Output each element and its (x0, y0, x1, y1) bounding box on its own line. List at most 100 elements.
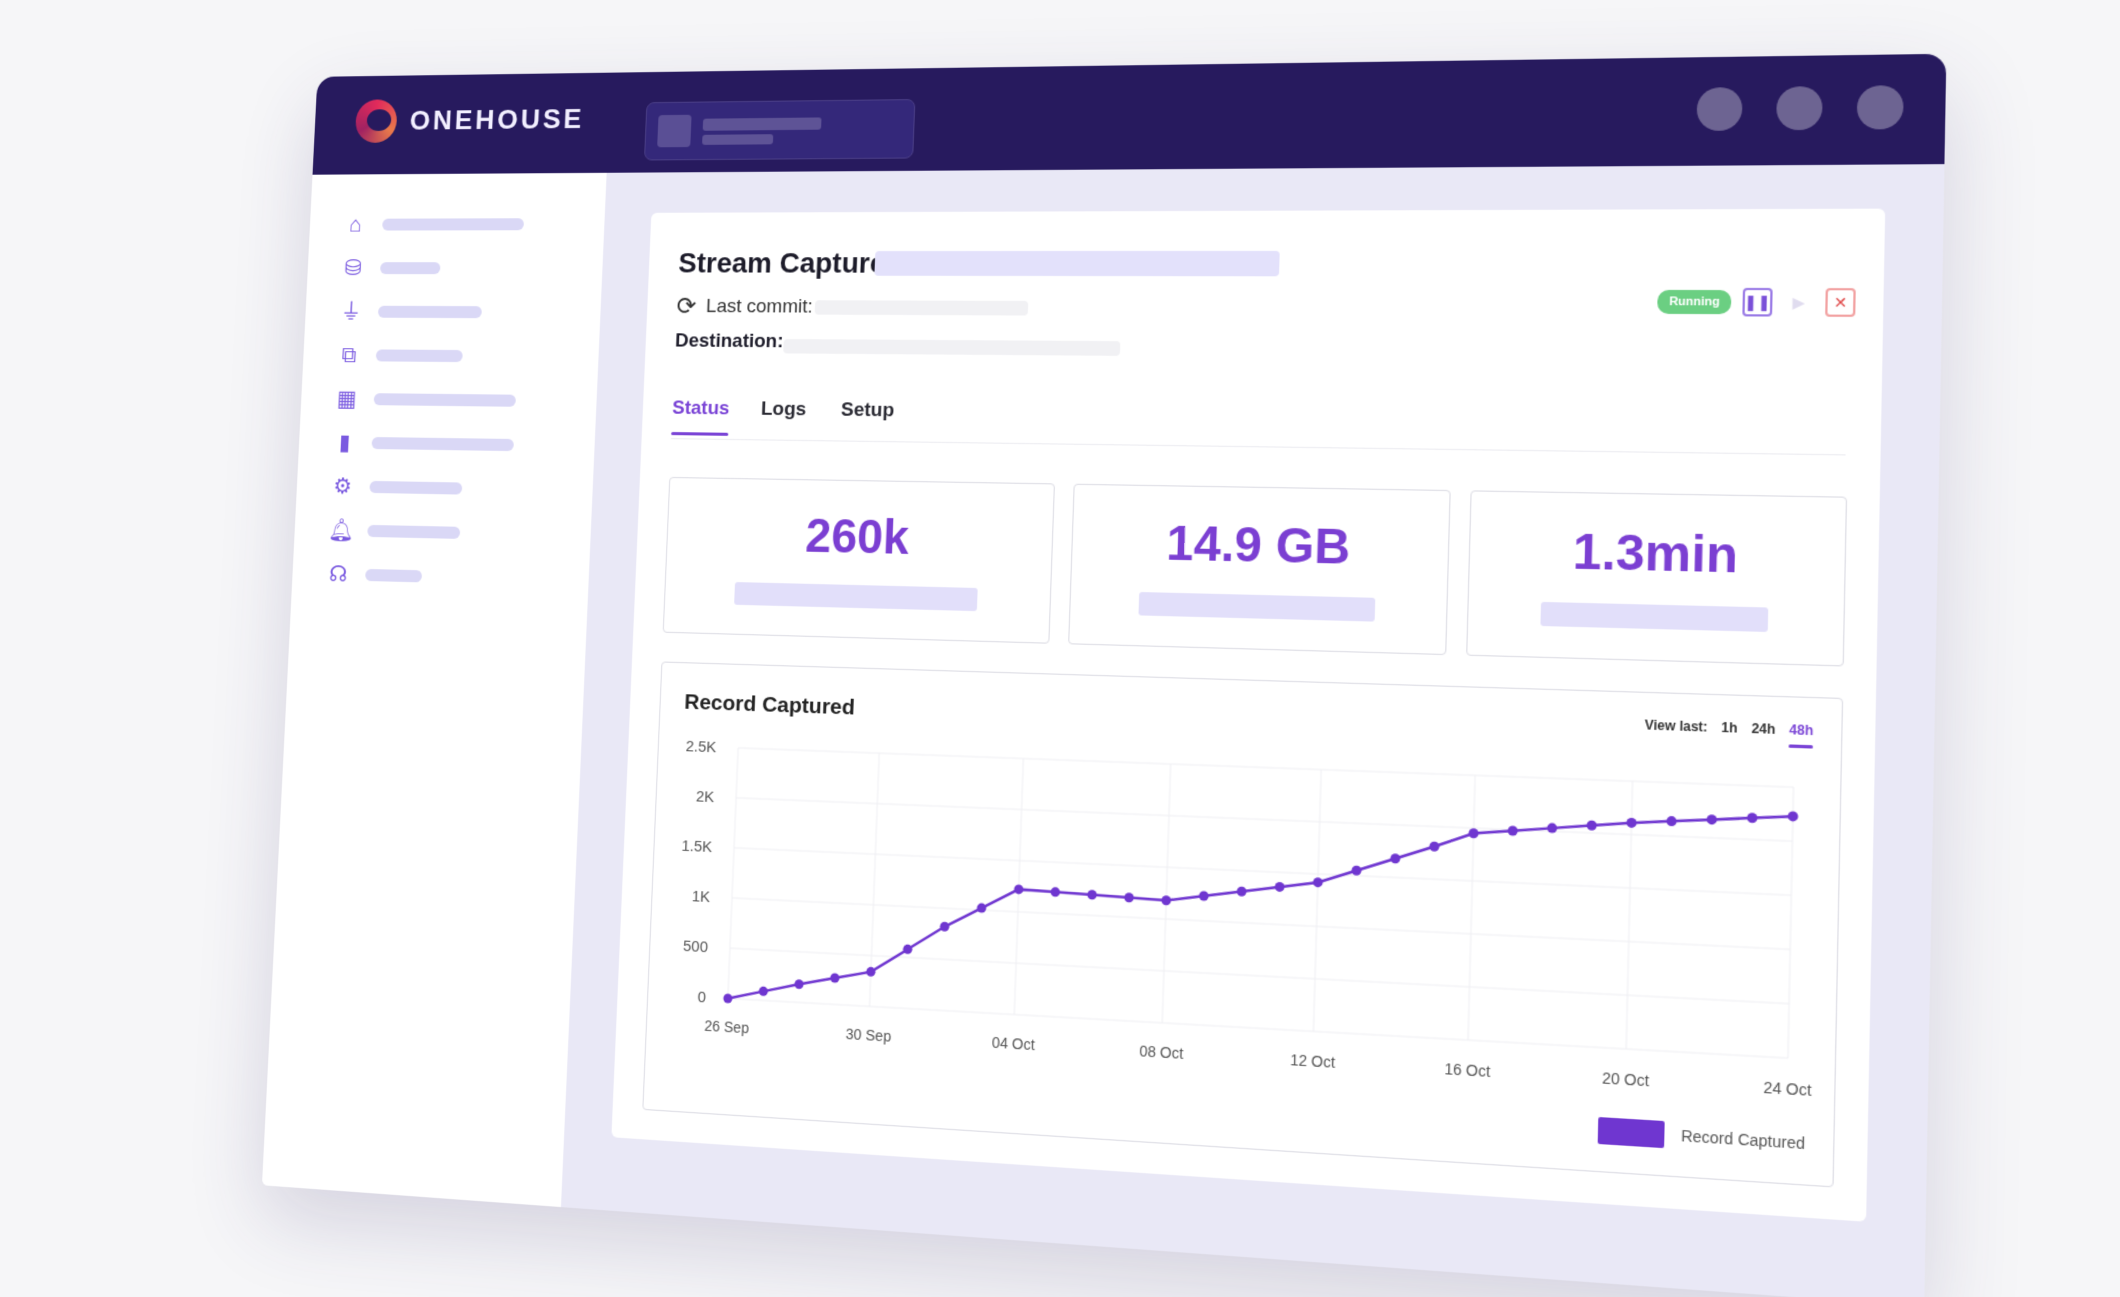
data-point (1666, 816, 1677, 826)
x-tick-label: 04 Oct (991, 1034, 1035, 1054)
data-point (1050, 887, 1060, 897)
y-tick-label: 0 (697, 989, 706, 1006)
page-title: Stream Capture (678, 247, 886, 280)
stat-value: 260k (667, 505, 1053, 569)
x-tick-label: 16 Oct (1444, 1060, 1491, 1081)
grid-line-vertical (1162, 764, 1170, 1023)
x-tick-label: 26 Sep (704, 1017, 749, 1037)
stat-label-placeholder (1540, 602, 1768, 632)
series-line-record-captured (728, 775, 1793, 1058)
stat-card-latency: 1.3min (1466, 490, 1847, 666)
line-chart: 05001K1.5K2K2.5K26 Sep 30 Sep 04 Oct 08 Oct… (643, 663, 1842, 1187)
x-tick-label: 24 Oct (1763, 1078, 1812, 1099)
data-point (1788, 811, 1799, 822)
data-point (1587, 820, 1597, 830)
sidebar-item-databases[interactable]: ⛁ (341, 255, 441, 281)
x-tick-label: 30 Sep (845, 1025, 891, 1045)
project-avatar (657, 115, 691, 148)
app-window: ONEHOUSE ⌂ ⛁ ⏚ ⧉ ▦ ▮ (262, 54, 1946, 1297)
table-icon: ▦ (334, 386, 359, 412)
sidebar-item-notifications[interactable]: 🔔︎ (328, 517, 461, 546)
data-point (1747, 813, 1758, 823)
data-point (1124, 893, 1134, 903)
stat-card-records: 260k (663, 477, 1055, 644)
stream-capture-card: Stream Capture ⟳ Last commit: Destinatio… (611, 209, 1885, 1222)
project-selector[interactable] (644, 99, 915, 160)
last-commit-row: ⟳ Last commit: (676, 292, 813, 322)
data-point (1508, 826, 1518, 836)
grid-line-vertical (728, 748, 738, 999)
data-point (1390, 853, 1400, 863)
sidebar-item-home[interactable]: ⌂ (343, 211, 525, 237)
stat-value: 1.3min (1469, 520, 1845, 587)
play-button[interactable]: ▶ (1784, 288, 1815, 317)
stat-label-placeholder (734, 582, 978, 611)
sidebar-item-connections[interactable]: ⧉ (336, 342, 463, 369)
project-name-placeholder (703, 117, 822, 130)
data-point (1237, 886, 1247, 896)
user-avatar[interactable] (1857, 85, 1904, 129)
y-tick-label: 1.5K (681, 838, 712, 856)
destination-value-placeholder (783, 339, 1120, 356)
onehouse-logo[interactable]: ONEHOUSE (355, 97, 586, 143)
sidebar-item-tables[interactable]: ▦ (334, 386, 516, 414)
connections-icon: ⧉ (336, 342, 361, 368)
stat-card-size: 14.9 GB (1068, 484, 1451, 655)
y-tick-label: 500 (683, 938, 709, 956)
stop-button[interactable]: ✕ (1825, 288, 1856, 317)
stat-value: 14.9 GB (1072, 512, 1449, 578)
tab-status[interactable]: Status (672, 397, 730, 420)
sidebar-item-support[interactable]: ☊ (325, 561, 422, 589)
sidebar-item-analytics[interactable]: ▮ (332, 430, 514, 459)
pause-button[interactable]: ❚❚ (1742, 288, 1772, 317)
sidebar: ⌂ ⛁ ⏚ ⧉ ▦ ▮ ⚙ 🔔︎ ☊ (262, 173, 607, 1207)
tab-setup[interactable]: Setup (840, 399, 894, 422)
stream-controls: Running ❚❚ ▶ ✕ (1658, 288, 1856, 317)
y-tick-label: 2.5K (685, 739, 716, 757)
top-actions (1696, 85, 1903, 131)
data-point (1313, 877, 1323, 887)
stream-name-placeholder (874, 251, 1279, 276)
y-tick-label: 2K (696, 789, 715, 807)
stat-label-placeholder (1138, 592, 1375, 622)
tab-bar: Status Logs Setup (671, 397, 1847, 455)
pause-icon: ❚❚ (1744, 293, 1771, 312)
sidebar-item-filters[interactable]: ⏚ (338, 299, 482, 325)
data-point (723, 993, 732, 1003)
filter-icon: ⏚ (338, 299, 363, 325)
data-point (1087, 890, 1097, 900)
status-badge: Running (1658, 290, 1732, 314)
brand-name: ONEHOUSE (409, 103, 585, 137)
headset-icon: ☊ (325, 561, 351, 588)
data-point (759, 986, 768, 996)
grid-line-horizontal (732, 898, 1790, 949)
data-point (977, 903, 987, 913)
top-bar: ONEHOUSE (313, 54, 1947, 175)
y-tick-label: 1K (691, 889, 710, 907)
grid-line-vertical (1468, 775, 1475, 1040)
grid-line-vertical (1788, 787, 1794, 1058)
close-icon: ✕ (1833, 293, 1847, 312)
sidebar-item-settings[interactable]: ⚙ (330, 473, 463, 501)
grid-line-horizontal (730, 948, 1789, 1004)
record-captured-chart: Record Captured View last: 1h 24h 48h 05… (642, 661, 1843, 1187)
help-avatar-icon[interactable] (1776, 86, 1823, 130)
home-icon: ⌂ (343, 212, 368, 238)
legend-label: Record Captured (1681, 1127, 1805, 1153)
legend-swatch (1598, 1117, 1665, 1148)
data-point (1429, 841, 1439, 851)
data-point (1199, 891, 1209, 901)
data-point (1275, 882, 1285, 892)
data-point (1014, 884, 1024, 894)
x-tick-label: 20 Oct (1602, 1069, 1650, 1090)
gear-icon: ⚙ (330, 473, 356, 499)
data-point (1161, 895, 1171, 905)
notification-avatar-icon[interactable] (1696, 87, 1742, 131)
bar-chart-icon: ▮ (332, 430, 358, 456)
x-tick-label: 12 Oct (1290, 1051, 1336, 1071)
data-point (830, 973, 840, 983)
destination-label: Destination: (675, 330, 784, 353)
tab-logs[interactable]: Logs (761, 398, 807, 421)
data-point (794, 979, 803, 989)
grid-line-vertical (1313, 770, 1321, 1032)
